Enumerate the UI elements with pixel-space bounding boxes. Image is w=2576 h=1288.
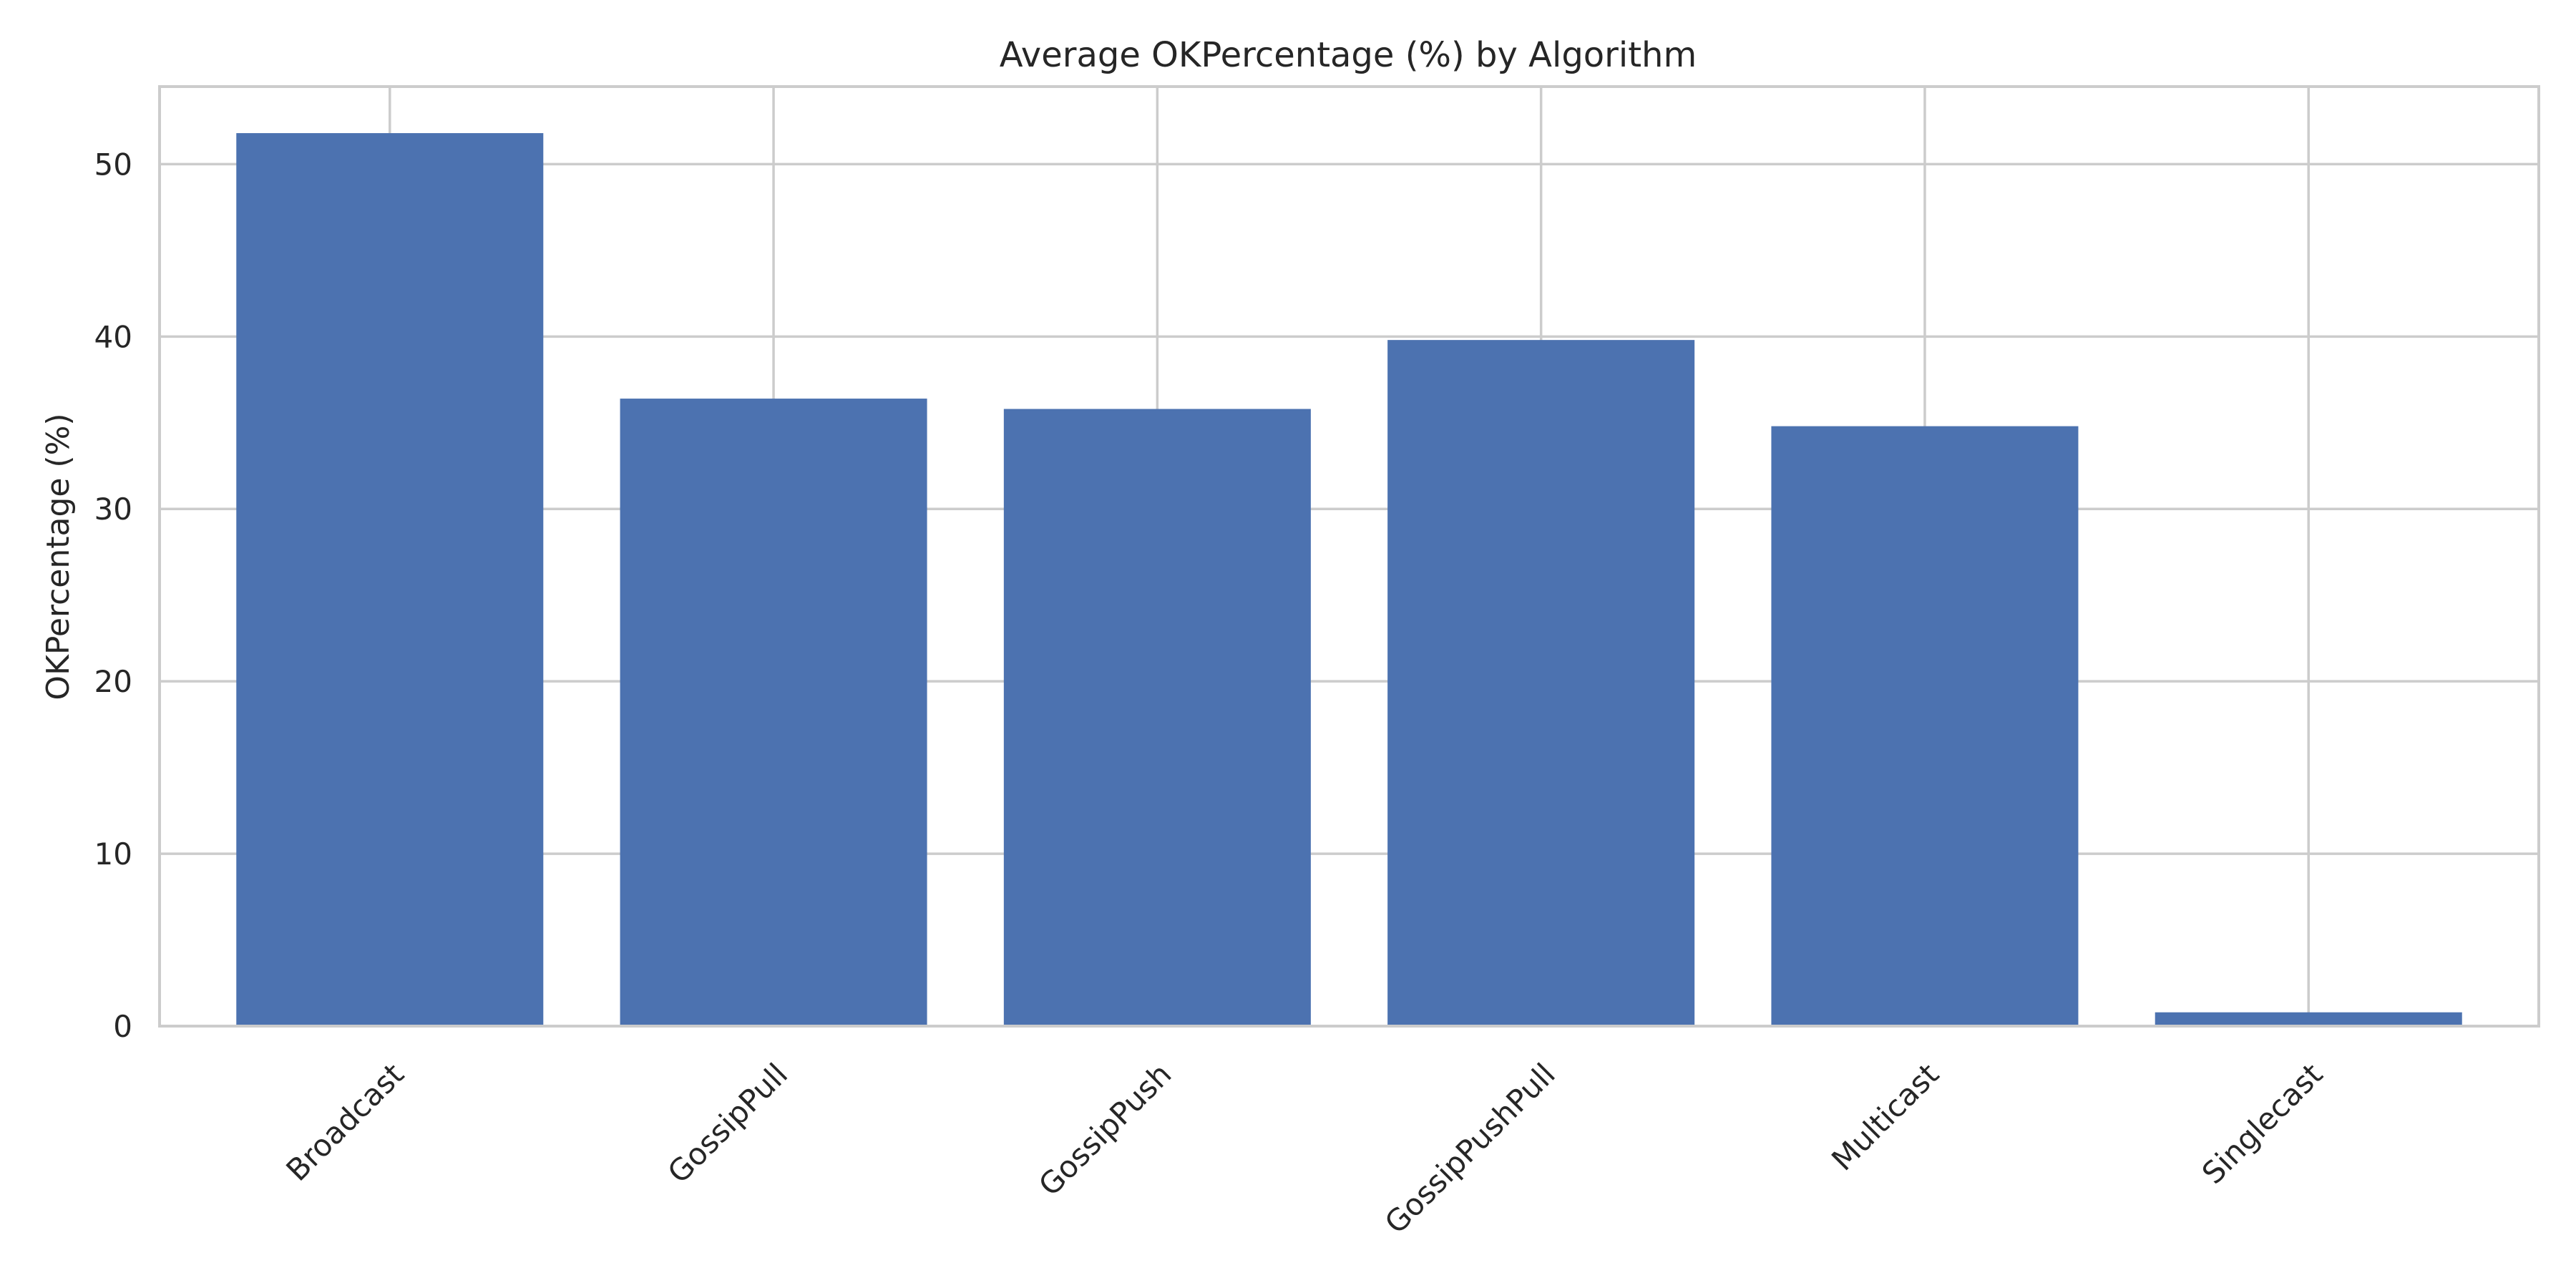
x-tick-label: Broadcast [279,1056,410,1187]
y-axis-ticks: 0 10 20 30 40 50 [94,147,132,1044]
bar-gossippush [1003,409,1311,1026]
bar-broadcast [236,133,544,1026]
x-tick-label: GossipPushPull [1378,1056,1562,1240]
y-tick-label: 10 [94,836,132,872]
bar-singlecast [2155,1012,2462,1026]
x-tick-label: GossipPull [661,1056,795,1190]
x-tick-label: GossipPush [1032,1056,1178,1202]
bars [236,133,2462,1026]
bar-multicast [1771,426,2079,1026]
bar-gossippull [620,399,927,1026]
y-tick-label: 20 [94,664,132,699]
x-axis-ticks: Broadcast GossipPull GossipPush GossipPushP… [279,1056,2329,1240]
y-tick-label: 30 [94,492,132,527]
plot-frame [158,85,2540,1028]
chart-title: Average OKPercentage (%) by Algorithm [1000,35,1697,75]
bar-gossippushpull [1387,340,1695,1026]
x-tick-label: Singlecast [2195,1056,2330,1191]
y-tick-label: 0 [113,1009,132,1044]
y-tick-label: 40 [94,319,132,354]
y-axis-label: OKPercentage (%) [40,413,77,700]
y-tick-label: 50 [94,147,132,182]
x-tick-label: Multicast [1825,1056,1946,1177]
